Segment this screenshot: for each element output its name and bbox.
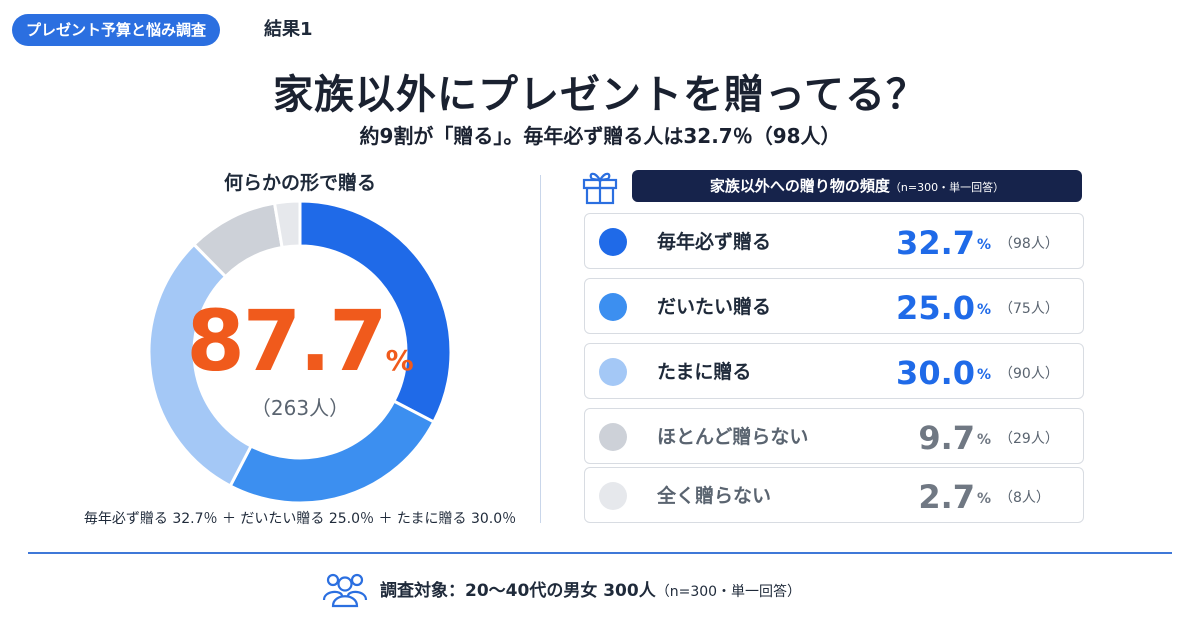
- donut-center-number: 87.7: [186, 292, 387, 390]
- legend-dot: [599, 358, 627, 386]
- legend-value: 32.7: [896, 224, 975, 262]
- legend-label: たまに贈る: [657, 361, 752, 383]
- people-icon: [322, 573, 368, 608]
- donut-center-count: （263人）: [250, 396, 350, 420]
- donut-chart: [147, 199, 453, 505]
- legend-dot: [599, 228, 627, 256]
- footer-divider: [28, 552, 1172, 554]
- legend-value-unit: %: [977, 491, 992, 507]
- legend-value-unit: %: [977, 432, 992, 448]
- legend-value: 9.7: [918, 419, 975, 457]
- legend-count: （75人）: [999, 301, 1059, 317]
- legend-count: （90人）: [999, 366, 1059, 382]
- legend-label: だいたい贈る: [657, 296, 772, 318]
- legend-row: 毎年必ず贈る 32.7% （98人）: [584, 213, 1084, 269]
- legend-value: 2.7: [918, 478, 975, 516]
- legend-header-title: 家族以外への贈り物の頻度: [709, 177, 890, 195]
- legend-label: ほとんど贈らない: [657, 426, 809, 448]
- legend-row: だいたい贈る 25.0% （75人）: [584, 278, 1084, 334]
- legend-dot: [599, 482, 627, 510]
- legend-label: 毎年必ず贈る: [657, 231, 772, 253]
- legend-dot: [599, 423, 627, 451]
- legend-header-note: （n=300・単一回答）: [889, 181, 1005, 194]
- survey-target-note: （n=300・単一回答）: [655, 584, 802, 600]
- vertical-divider: [540, 175, 541, 523]
- legend-count: （98人）: [999, 236, 1059, 252]
- legend-dot: [599, 293, 627, 321]
- legend-header: 家族以外への贈り物の頻度（n=300・単一回答）: [632, 170, 1082, 202]
- legend-count: （29人）: [999, 431, 1059, 447]
- survey-badge: プレゼント予算と悩み調査: [12, 14, 221, 46]
- donut-slice: [272, 199, 302, 250]
- legend-label: 全く贈らない: [657, 485, 772, 507]
- legend-value-unit: %: [977, 237, 992, 253]
- legend-value: 30.0: [896, 354, 975, 392]
- donut-note: 毎年必ず贈る 32.7％ ＋ だいたい贈る 25.0％ ＋ たまに贈る 30.0…: [83, 511, 517, 527]
- page-title: 家族以外にプレゼントを贈ってる？: [273, 72, 927, 118]
- legend-row: たまに贈る 30.0% （90人）: [584, 343, 1084, 399]
- legend-row: ほとんど贈らない 9.7% （29人）: [584, 408, 1084, 464]
- donut-center-unit: %: [385, 344, 414, 377]
- gift-icon: [582, 172, 618, 205]
- donut-center-value: 87.7%: [150, 292, 450, 390]
- legend-row: 全く贈らない 2.7% （8人）: [584, 467, 1084, 523]
- donut-slice: [298, 199, 453, 424]
- legend-value-unit: %: [977, 367, 992, 383]
- survey-target-text: 調査対象：20〜40代の男女 300人: [380, 581, 656, 601]
- page-subtitle: 約9割が「贈る」。毎年必ず贈る人は32.7％（98人）: [359, 124, 841, 148]
- survey-target: 調査対象：20〜40代の男女 300人（n=300・単一回答）: [380, 576, 801, 601]
- donut-caption: 何らかの形で贈る: [223, 172, 376, 194]
- legend-value-unit: %: [977, 302, 992, 318]
- legend-count: （8人）: [999, 490, 1050, 506]
- result-label: 結果1: [264, 19, 313, 40]
- legend-value: 25.0: [896, 289, 975, 327]
